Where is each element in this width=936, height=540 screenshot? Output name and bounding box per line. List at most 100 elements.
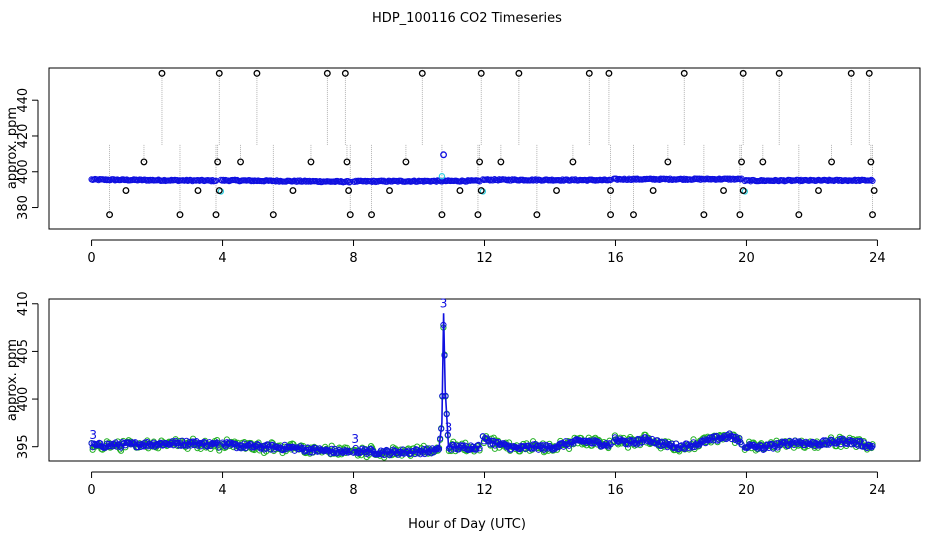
top-data-point: [142, 176, 149, 183]
bottom-marks: 3 3 3 3: [88, 297, 876, 461]
bottom-x-tick-label: 8: [349, 483, 357, 498]
top-low-outlier: [869, 211, 876, 219]
top-data-point: [133, 176, 140, 183]
bottom-series-line: [222, 444, 351, 454]
bottom-green-point: [491, 445, 498, 452]
top-panel-frame: [48, 67, 921, 230]
top-data-point: [246, 177, 254, 184]
top-mid-outlier: [140, 158, 148, 166]
top-lower-outlier: [607, 187, 615, 194]
top-lower-outlier: [194, 187, 202, 194]
top-mid-outlier: [214, 158, 222, 166]
bottom-green-point: [328, 442, 335, 449]
top-high-outlier: [847, 69, 855, 77]
top-data-point: [746, 177, 753, 184]
top-x-tick-label: 12: [476, 251, 493, 266]
bottom-blue-point: [868, 444, 875, 451]
bottom-annotation: 3: [445, 420, 453, 434]
top-data-point: [868, 176, 875, 183]
top-data-point: [352, 177, 359, 184]
top-data-point: [347, 178, 354, 185]
top-high-outlier: [323, 69, 331, 77]
top-data-point: [547, 177, 554, 184]
top-lower-outlier: [122, 187, 130, 194]
top-data-point: [295, 178, 303, 185]
top-low-outlier: [176, 211, 184, 219]
top-mid-outlier: [759, 158, 767, 166]
top-y-tick-label: 420: [16, 124, 31, 149]
top-data-point: [306, 177, 313, 184]
top-high-outlier: [515, 69, 523, 77]
top-x-tick-label: 16: [607, 251, 624, 266]
bottom-y-tick-label: 395: [16, 434, 31, 459]
top-data-point: [571, 177, 578, 184]
top-axes: 0 4 8 12 16 20 24 380 400 420 440: [16, 88, 886, 266]
top-mid-outlier: [307, 158, 315, 166]
top-lower-outlier: [477, 187, 485, 194]
bottom-x-tick-label: 4: [218, 483, 226, 498]
bottom-blue-point: [152, 442, 160, 449]
top-data-point: [276, 178, 283, 185]
top-data-point: [633, 176, 640, 183]
bottom-x-tick-label: 12: [476, 483, 493, 498]
top-low-outlier: [474, 211, 482, 219]
top-low-outlier: [368, 211, 375, 219]
top-high-outlier: [605, 69, 613, 77]
top-data-point: [490, 177, 497, 184]
bottom-blue-point: [671, 444, 679, 451]
top-panel: approx. ppm 0 4 8 12 16 20 24 380 400 420 440: [5, 67, 921, 266]
bottom-series-line: [91, 442, 220, 447]
top-high-outlier: [477, 69, 485, 77]
bottom-y-tick-label: 410: [16, 291, 31, 316]
bottom-green-point: [476, 447, 483, 454]
bottom-annotation: 3: [440, 297, 448, 311]
top-lower-outlier: [815, 187, 822, 194]
top-high-outlier: [865, 69, 873, 77]
top-high-outlier: [739, 69, 747, 77]
top-data-point: [315, 178, 322, 186]
bottom-annotation: 3: [351, 432, 359, 446]
bottom-blue-point: [821, 441, 828, 448]
top-lower-outlier: [289, 187, 297, 194]
top-mid-outlier: [402, 158, 410, 166]
top-data-point: [559, 176, 566, 183]
top-mid-outlier: [867, 158, 875, 166]
top-lower-outlier: [345, 187, 353, 194]
top-low-outlier: [533, 211, 541, 219]
top-data-point: [620, 176, 627, 183]
top-high-outlier: [158, 69, 166, 77]
top-lower-outlier: [720, 187, 727, 194]
top-high-outlier: [341, 69, 349, 77]
top-mid-outlier: [476, 158, 484, 166]
top-lower-outlier: [456, 187, 464, 194]
top-y-axis-label: approx. ppm: [5, 107, 20, 189]
top-high-outlier: [418, 69, 426, 77]
top-x-tick-label: 24: [869, 251, 886, 266]
top-data-point: [756, 177, 764, 184]
top-y-tick-label: 400: [16, 159, 31, 184]
top-low-outlier: [700, 211, 708, 219]
top-x-tick-label: 20: [738, 251, 755, 266]
bottom-blue-point: [867, 443, 874, 450]
top-data-point: [797, 176, 805, 183]
top-mid-outlier: [569, 158, 577, 166]
top-low-outlier: [212, 211, 220, 219]
bottom-panel: approx. ppm 0 4 8 12 16 20 24 395 400 405 410 3 3 3 3: [5, 291, 921, 498]
top-low-outlier: [795, 211, 803, 219]
top-low-outlier: [607, 211, 615, 219]
top-x-tick-label: 0: [87, 251, 95, 266]
top-x-tick-label: 8: [349, 251, 357, 266]
bottom-panel-frame: [48, 298, 921, 462]
bottom-axes: 0 4 8 12 16 20 24 395 400 405 410: [16, 291, 886, 498]
bottom-green-point: [611, 432, 619, 439]
top-lower-outlier: [386, 187, 393, 194]
x-axis-label: Hour of Day (UTC): [408, 517, 526, 532]
top-data-point: [293, 178, 300, 185]
top-data-point: [414, 178, 421, 185]
top-high-outlier: [253, 69, 261, 77]
top-data-point: [869, 177, 876, 184]
top-cyan-point: [438, 173, 446, 180]
bottom-series-line: [482, 438, 611, 450]
bottom-blue-point: [481, 434, 489, 442]
